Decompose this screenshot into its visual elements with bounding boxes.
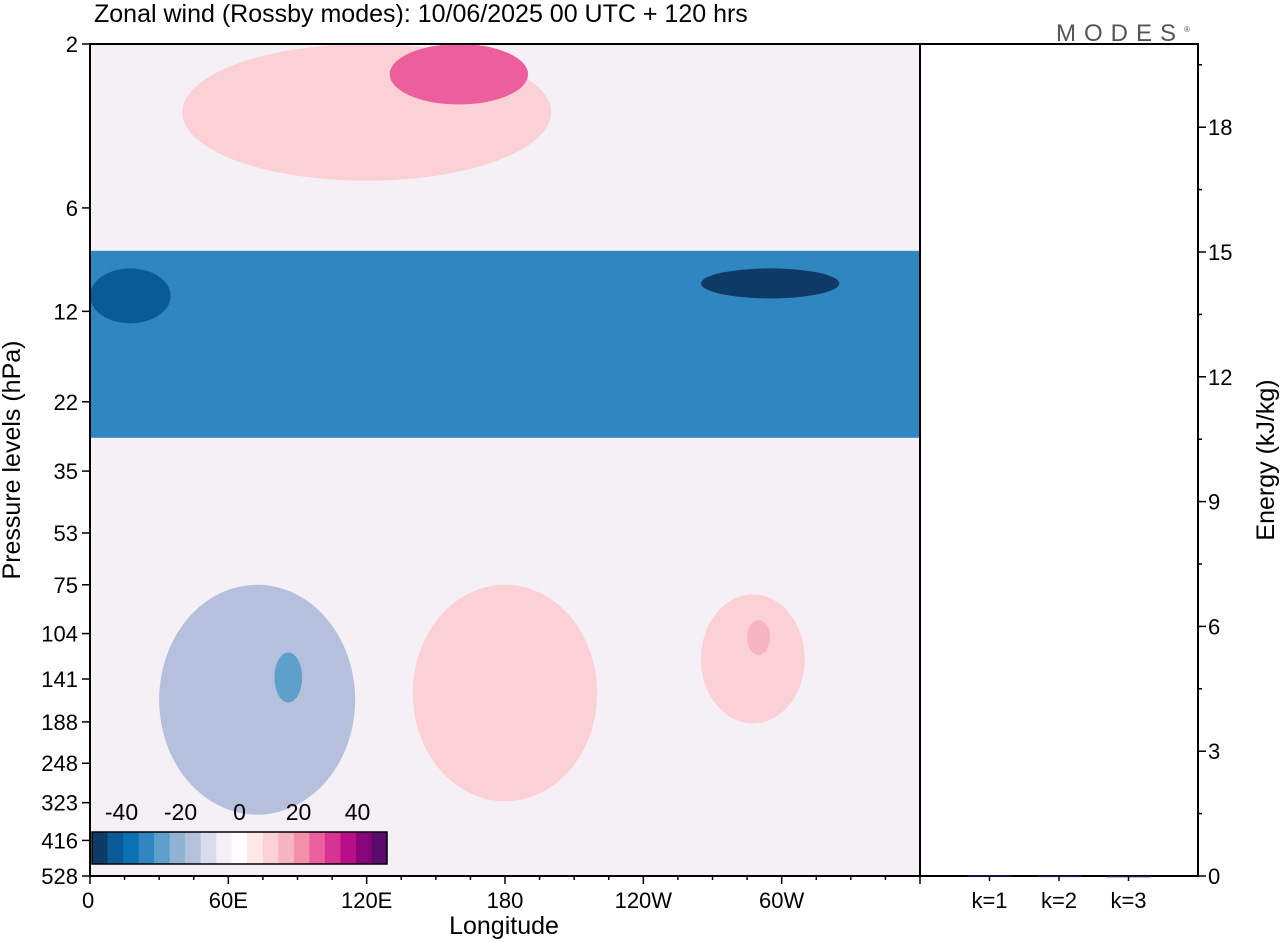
y-tick-label: 528: [41, 864, 78, 889]
colorbar-swatch: [185, 832, 202, 864]
energy-bar: [967, 875, 1012, 877]
energy-tick-label: 15: [1208, 240, 1232, 265]
colorbar-swatch: [138, 832, 155, 864]
energy-category-label: k=3: [1110, 888, 1146, 913]
colorbar-swatch: [92, 832, 109, 864]
colorbar-swatch: [340, 832, 357, 864]
energy-panel: 0 3 6 9 12 15 18 k=1 k=2 k=3: [967, 64, 1232, 913]
colorbar-swatch: [371, 832, 388, 864]
y-tick-label: 104: [41, 622, 78, 647]
colorbar-swatch: [107, 832, 124, 864]
x-tick-label: 0: [82, 888, 94, 913]
energy-tick-label: 12: [1208, 365, 1232, 390]
energy-tick-label: 18: [1208, 115, 1232, 140]
colorbar-swatch: [262, 832, 279, 864]
colorbar-swatch: [247, 832, 264, 864]
y-tick-label: 22: [54, 390, 78, 415]
wind-region: [700, 594, 805, 724]
colorbar: -40 -20 0 20 40: [91, 799, 388, 865]
y-tick-label: 12: [54, 299, 78, 324]
colorbar-swatch: [231, 832, 248, 864]
y-tick-label: 416: [41, 828, 78, 853]
y-axis-title: Pressure levels (hPa): [0, 341, 26, 580]
wind-region: [747, 620, 771, 655]
y-tick-label: 35: [54, 459, 78, 484]
colorbar-swatch: [324, 832, 341, 864]
colorbar-frame: [91, 831, 388, 865]
x-tick-label: 60E: [209, 888, 248, 913]
colorbar-swatch: [216, 832, 233, 864]
y-tick-label: 188: [41, 710, 78, 735]
x-tick-label: 60W: [759, 888, 804, 913]
wind-region: [274, 652, 303, 703]
wind-region: [389, 44, 529, 105]
colorbar-swatch: [123, 832, 140, 864]
colorbar-swatch: [293, 832, 310, 864]
y-tick-label: 248: [41, 751, 78, 776]
colorbar-label: 40: [345, 799, 371, 825]
wind-region: [159, 584, 356, 815]
colorbar-swatch: [309, 832, 326, 864]
y-tick-label: 323: [41, 791, 78, 816]
y-tick-label: 6: [66, 196, 78, 221]
x-tick-label: 120W: [615, 888, 673, 913]
energy-tick-label: 9: [1208, 490, 1220, 515]
wind-region: [90, 268, 171, 324]
y-tick-label: 75: [54, 573, 78, 598]
y-axis: 2 6 12 22 35 53 75 104 141 188 248 323 416 528: [41, 32, 90, 889]
x-tick-label: 120E: [341, 888, 392, 913]
y-tick-label: 2: [66, 32, 78, 57]
energy-category-label: k=2: [1041, 888, 1077, 913]
energy-category-label: k=1: [971, 888, 1007, 913]
logo-text: MODES: [1056, 20, 1185, 47]
modes-logo: MODES®: [1056, 20, 1190, 48]
x-axis: 0 60E 120E 180 120W 60W: [82, 876, 921, 913]
colorbar-label: 0: [233, 799, 246, 825]
wind-region: [412, 584, 598, 802]
y-tick-label: 141: [41, 667, 78, 692]
colorbar-swatch: [169, 832, 186, 864]
colorbar-swatch: [200, 832, 217, 864]
colorbar-swatch: [154, 832, 171, 864]
zonal-wind-heatmap: [90, 44, 920, 876]
y-tick-label: 53: [54, 521, 78, 546]
energy-tick-label: 6: [1208, 614, 1220, 639]
colorbar-label: -40: [105, 799, 138, 825]
colorbar-label: -20: [164, 799, 197, 825]
chart-title: Zonal wind (Rossby modes): 10/06/2025 00…: [94, 0, 748, 28]
energy-tick-label: 0: [1208, 864, 1220, 889]
energy-axis-title: Energy (kJ/kg): [1252, 379, 1280, 540]
colorbar-swatch: [355, 832, 372, 864]
wind-region: [700, 268, 840, 299]
colorbar-label: 20: [286, 799, 312, 825]
x-tick-label: 180: [487, 888, 524, 913]
registered-mark: ®: [1184, 25, 1190, 34]
energy-tick-label: 3: [1208, 739, 1220, 764]
x-axis-title: Longitude: [449, 912, 559, 940]
colorbar-swatch: [278, 832, 295, 864]
